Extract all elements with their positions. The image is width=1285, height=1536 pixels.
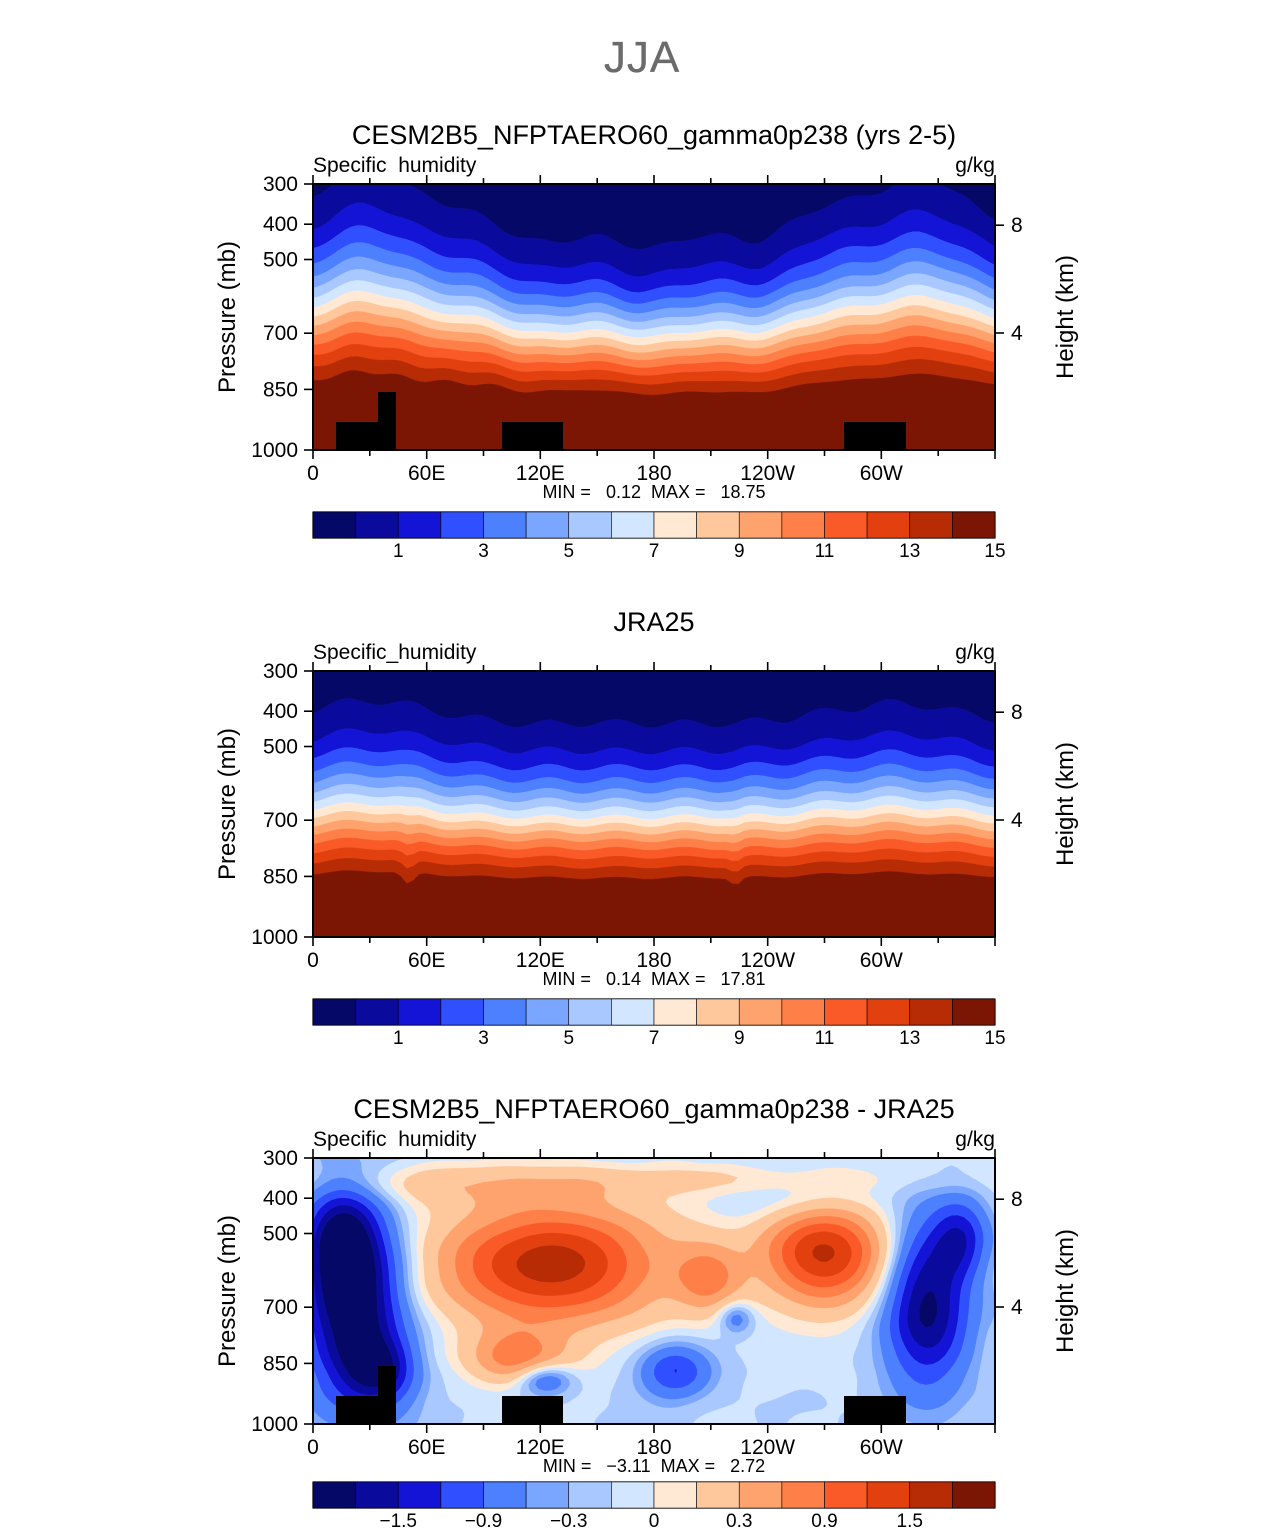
svg-text:60E: 60E — [408, 1436, 445, 1459]
svg-text:7: 7 — [649, 1028, 660, 1049]
svg-text:4: 4 — [1011, 322, 1023, 345]
svg-text:500: 500 — [263, 249, 298, 272]
svg-text:Specific humidity: Specific humidity — [313, 1128, 477, 1151]
svg-text:700: 700 — [263, 1296, 298, 1319]
svg-text:60W: 60W — [860, 949, 903, 972]
svg-text:400: 400 — [263, 1187, 298, 1210]
svg-text:−0.3: −0.3 — [550, 1511, 588, 1531]
svg-text:13: 13 — [899, 1028, 920, 1049]
svg-text:8: 8 — [1011, 701, 1023, 724]
svg-text:Pressure (mb): Pressure (mb) — [214, 1215, 241, 1367]
svg-text:MIN = −3.11 MAX = 2.72: MIN = −3.11 MAX = 2.72 — [543, 1456, 765, 1476]
svg-text:500: 500 — [263, 1223, 298, 1246]
svg-text:9: 9 — [734, 1028, 745, 1049]
svg-text:Specific_humidity: Specific_humidity — [313, 641, 477, 664]
svg-text:MIN = 0.14 MAX = 17.81: MIN = 0.14 MAX = 17.81 — [542, 969, 765, 989]
svg-text:1000: 1000 — [251, 1413, 298, 1436]
svg-text:15: 15 — [984, 1028, 1005, 1049]
svg-text:15: 15 — [984, 541, 1005, 562]
svg-text:1: 1 — [393, 541, 404, 562]
svg-text:850: 850 — [263, 1352, 298, 1375]
svg-text:4: 4 — [1011, 1296, 1023, 1319]
svg-text:Pressure (mb): Pressure (mb) — [214, 728, 241, 880]
svg-text:JRA25: JRA25 — [613, 607, 694, 637]
svg-text:850: 850 — [263, 865, 298, 888]
svg-text:CESM2B5_NFPTAERO60_gamma0p238: CESM2B5_NFPTAERO60_gamma0p238 - JRA25 — [353, 1094, 954, 1124]
svg-text:8: 8 — [1011, 1188, 1023, 1211]
svg-text:0: 0 — [307, 949, 319, 972]
svg-text:400: 400 — [263, 213, 298, 236]
svg-text:1.5: 1.5 — [897, 1511, 923, 1531]
svg-text:700: 700 — [263, 322, 298, 345]
svg-text:4: 4 — [1011, 809, 1023, 832]
svg-text:−1.5: −1.5 — [379, 1511, 417, 1531]
svg-text:9: 9 — [734, 541, 745, 562]
svg-text:−0.9: −0.9 — [465, 1511, 503, 1531]
svg-text:300: 300 — [263, 1147, 298, 1170]
svg-text:7: 7 — [649, 541, 660, 562]
svg-text:5: 5 — [563, 1028, 574, 1049]
svg-text:Specific humidity: Specific humidity — [313, 154, 477, 177]
svg-text:11: 11 — [815, 541, 835, 562]
svg-text:JJA: JJA — [604, 33, 680, 82]
svg-text:13: 13 — [899, 541, 920, 562]
svg-text:g/kg: g/kg — [955, 1128, 995, 1151]
svg-text:60E: 60E — [408, 462, 445, 485]
svg-text:400: 400 — [263, 700, 298, 723]
svg-text:Height (km): Height (km) — [1052, 1229, 1079, 1353]
svg-text:g/kg: g/kg — [955, 641, 995, 664]
svg-text:Height (km): Height (km) — [1052, 742, 1079, 866]
svg-text:1: 1 — [393, 1028, 404, 1049]
svg-text:300: 300 — [263, 173, 298, 196]
svg-text:0: 0 — [307, 462, 319, 485]
svg-text:3: 3 — [478, 1028, 489, 1049]
svg-text:3: 3 — [478, 541, 489, 562]
svg-text:Pressure (mb): Pressure (mb) — [214, 241, 241, 393]
svg-text:1000: 1000 — [251, 439, 298, 462]
svg-text:0.9: 0.9 — [811, 1511, 837, 1531]
svg-text:CESM2B5_NFPTAERO60_gamma0p238: CESM2B5_NFPTAERO60_gamma0p238 (yrs 2-5) — [352, 120, 956, 150]
svg-text:700: 700 — [263, 809, 298, 832]
svg-text:500: 500 — [263, 736, 298, 759]
svg-text:300: 300 — [263, 660, 298, 683]
svg-text:1000: 1000 — [251, 926, 298, 949]
svg-text:8: 8 — [1011, 214, 1023, 237]
svg-text:60E: 60E — [408, 949, 445, 972]
svg-text:60W: 60W — [860, 462, 903, 485]
svg-text:0.3: 0.3 — [726, 1511, 752, 1531]
svg-text:MIN = 0.12 MAX = 18.75: MIN = 0.12 MAX = 18.75 — [542, 482, 765, 502]
svg-text:0: 0 — [649, 1511, 660, 1531]
svg-text:Height (km): Height (km) — [1052, 255, 1079, 379]
svg-text:g/kg: g/kg — [955, 154, 995, 177]
svg-text:5: 5 — [563, 541, 574, 562]
svg-text:11: 11 — [815, 1028, 835, 1049]
svg-text:0: 0 — [307, 1436, 319, 1459]
svg-text:850: 850 — [263, 378, 298, 401]
svg-text:60W: 60W — [860, 1436, 903, 1459]
